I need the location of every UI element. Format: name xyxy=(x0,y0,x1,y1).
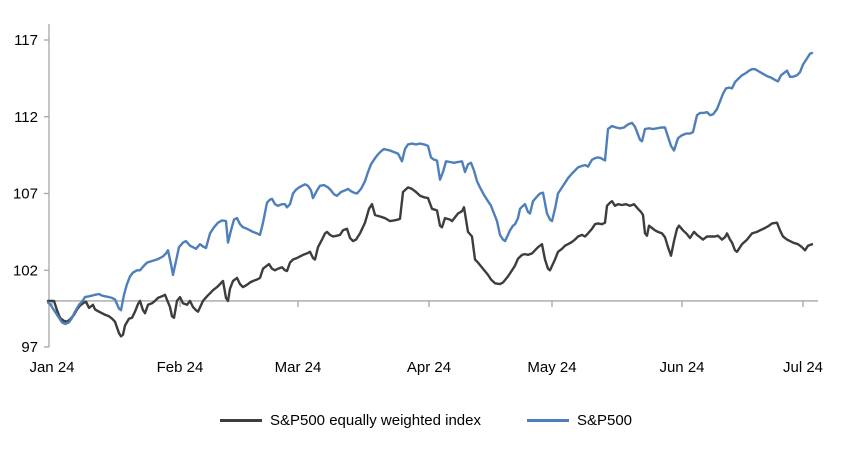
legend-item-sp500-equal-weight: S&P500 equally weighted index xyxy=(219,412,481,429)
y-tick-label: 117 xyxy=(14,32,38,49)
x-tick-label: Jan 24 xyxy=(29,359,74,376)
y-tick-label: 112 xyxy=(14,109,38,126)
y-tick-label: 102 xyxy=(13,262,38,279)
series-line-sp500-equal-weight xyxy=(46,186,814,338)
y-axis: 97 102 107 112 117 xyxy=(13,24,50,356)
legend-label-equal-weight: S&P500 equally weighted index xyxy=(269,412,481,429)
x-tick-label: Mar 24 xyxy=(275,359,322,376)
legend-label-sp500: S&P500 xyxy=(576,412,633,429)
series-lines xyxy=(46,51,814,338)
chart-legend: S&P500 equally weighted index S&P500 xyxy=(0,412,852,429)
series-line-sp500 xyxy=(46,51,814,326)
x-tick-label: May 24 xyxy=(527,359,576,376)
legend-line-swatch-equal-weight xyxy=(219,419,262,422)
chart-svg: 97 102 107 112 117 Jan 24 Feb 24 Mar 24 Apr 24 M… xyxy=(13,24,823,376)
legend-item-sp500: S&P500 xyxy=(526,412,633,429)
x-tick-label: Jul 24 xyxy=(783,359,823,376)
x-tick-label: Feb 24 xyxy=(157,359,204,376)
legend-line-swatch-sp500 xyxy=(526,419,569,422)
x-axis-ticks: Jan 24 Feb 24 Mar 24 Apr 24 May 24 Jun 24 Jul … xyxy=(29,300,823,376)
y-tick-label: 97 xyxy=(21,339,38,356)
x-tick-label: Apr 24 xyxy=(407,359,451,376)
y-tick-label: 107 xyxy=(13,186,38,203)
x-tick-label: Jun 24 xyxy=(659,359,704,376)
